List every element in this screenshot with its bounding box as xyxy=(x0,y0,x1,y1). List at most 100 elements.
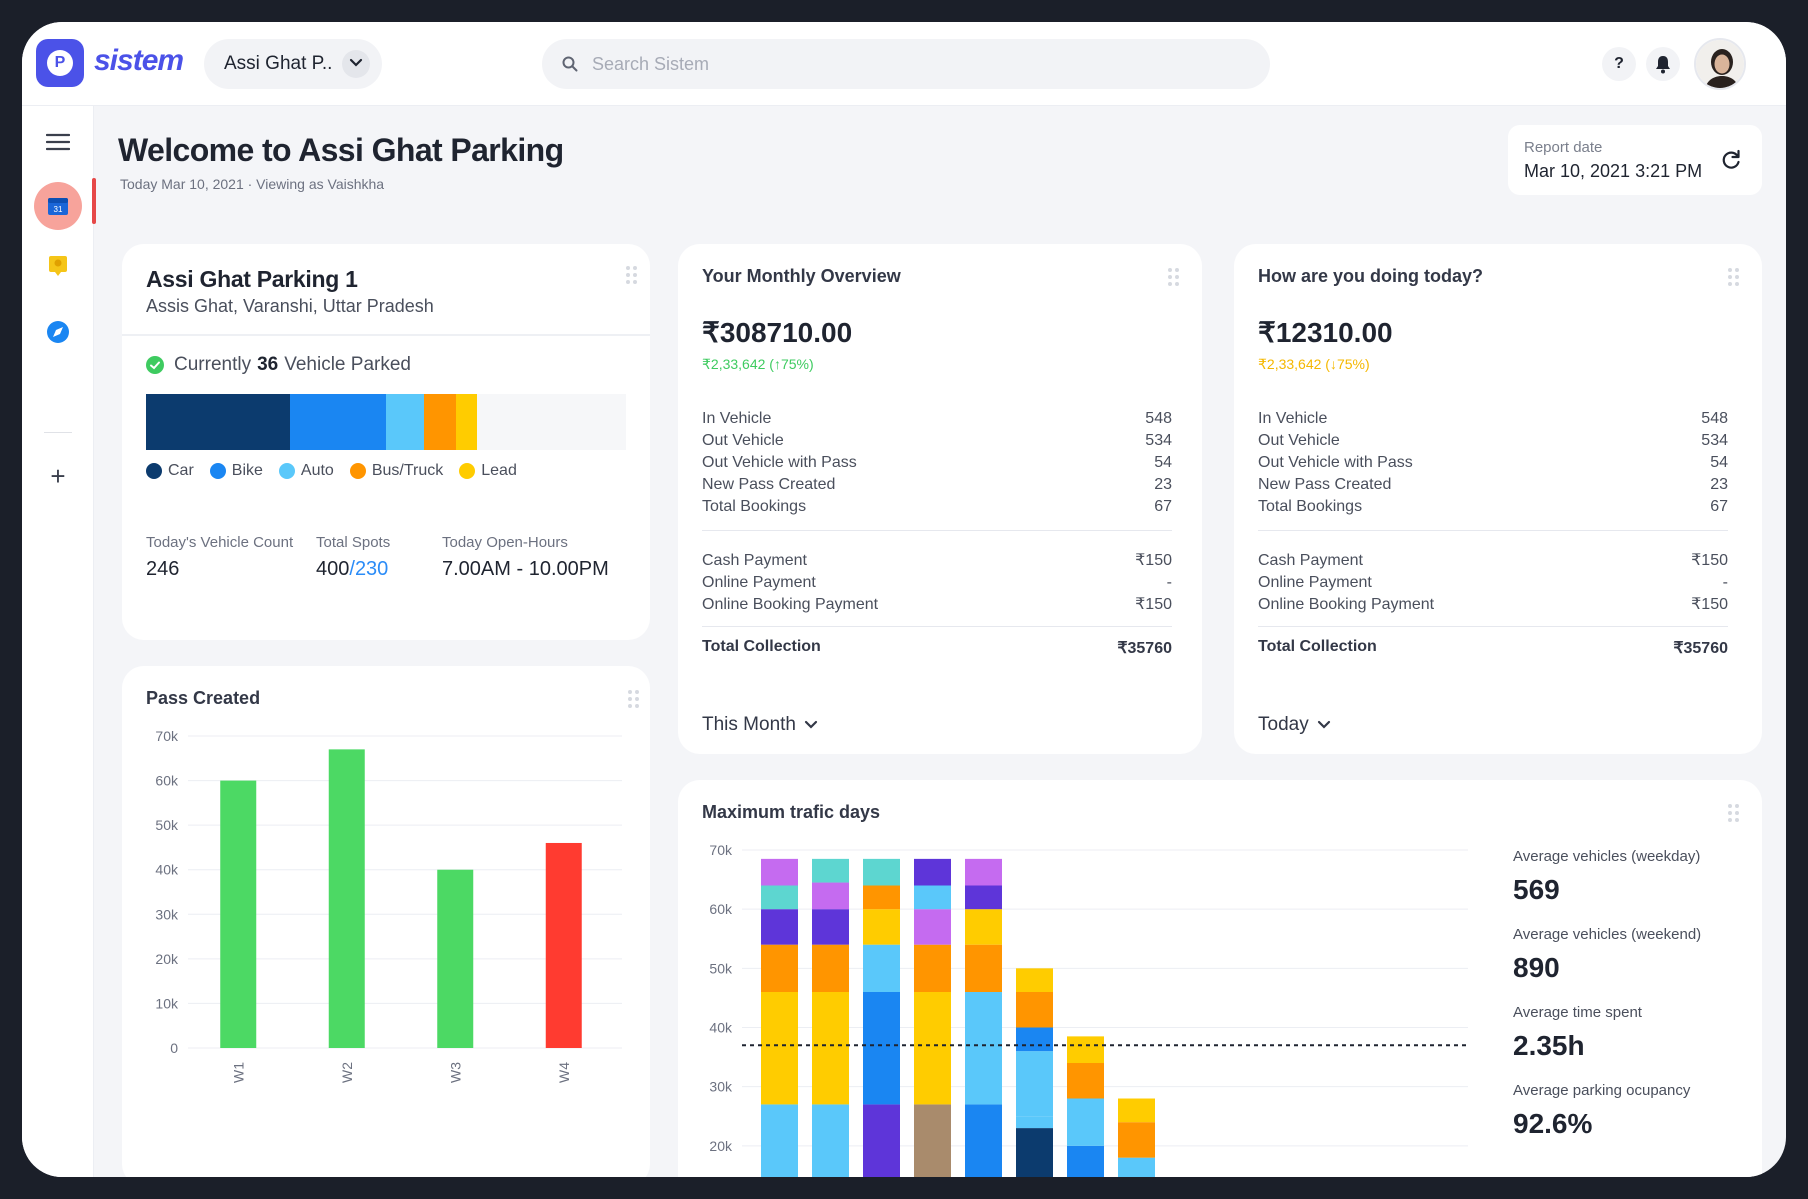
avg-weekday-value: 569 xyxy=(1513,874,1560,905)
stat-row-value: 67 xyxy=(1710,498,1728,515)
app-window: P sistem Assi Ghat P.. ? 31 xyxy=(22,22,1786,1177)
stat-row-value: 23 xyxy=(1710,476,1728,493)
stat-row-value: 54 xyxy=(1710,454,1728,471)
divider xyxy=(1258,626,1728,627)
search-icon xyxy=(562,56,578,72)
stat-row-value: ₹150 xyxy=(1691,552,1728,569)
drag-handle-icon[interactable] xyxy=(1168,268,1180,288)
app-logo-icon[interactable]: P xyxy=(36,39,84,87)
search-input[interactable] xyxy=(592,39,1232,89)
traffic-bar-segment xyxy=(914,858,951,886)
notifications-button[interactable] xyxy=(1646,47,1680,81)
vehicle-type-bar xyxy=(146,394,626,450)
traffic-bar-segment xyxy=(1118,1098,1155,1123)
traffic-bar-segment xyxy=(1016,1116,1053,1129)
stat-row-value: 534 xyxy=(1145,432,1172,449)
user-avatar[interactable] xyxy=(1694,38,1746,90)
drag-handle-icon[interactable] xyxy=(1728,804,1740,824)
stat-row-value: - xyxy=(1166,574,1172,591)
location-select[interactable]: Assi Ghat P.. xyxy=(204,39,382,89)
traffic-bar-segment xyxy=(965,992,1002,1105)
stat-row: Online Payment - xyxy=(702,572,1172,594)
sidebar-item-reports[interactable] xyxy=(34,308,82,356)
stat-row-value: ₹150 xyxy=(1135,596,1172,613)
traffic-bar-segment xyxy=(965,944,1002,992)
menu-toggle-button[interactable] xyxy=(34,118,82,166)
y-tick-label: 20k xyxy=(155,951,179,967)
traffic-bar-segment xyxy=(1016,968,1053,992)
legend-swatch xyxy=(349,463,366,479)
legend-item: Auto xyxy=(278,462,334,480)
pass-created-title: Pass Created xyxy=(146,688,261,708)
stat-row-label: Online Payment xyxy=(1258,574,1372,591)
y-tick-label: 50k xyxy=(155,817,179,833)
legend-item: Bus/Truck xyxy=(349,462,444,480)
status-count: 36 xyxy=(257,354,279,375)
legend-label: Bus/Truck xyxy=(371,462,444,479)
y-tick-label: 60k xyxy=(155,773,179,789)
stat-row-label: In Vehicle xyxy=(1258,410,1328,427)
legend-item: Car xyxy=(146,462,194,480)
traffic-bar-segment xyxy=(812,1104,849,1177)
sidebar-item-calendar[interactable]: 31 xyxy=(34,182,82,230)
drag-handle-icon[interactable] xyxy=(626,266,638,286)
sidebar-item-parking[interactable] xyxy=(34,242,82,290)
app-logo-wordmark: sistem xyxy=(94,44,184,77)
total-spots-separator: / xyxy=(349,558,355,580)
pass-created-card: Pass Created 0 10k 20k 30k 40k 50k 60k 70k W1 W2 W… xyxy=(122,666,650,1177)
parking-status: Currently 36 Vehicle Parked xyxy=(146,354,411,376)
divider xyxy=(1258,530,1728,531)
legend-label: Bike xyxy=(231,462,263,479)
y-tick-label: 0 xyxy=(170,1040,178,1056)
monthly-period-select[interactable]: This Month xyxy=(702,714,818,736)
drag-handle-icon[interactable] xyxy=(1728,268,1740,288)
vehicle-count-label: Today's Vehicle Count xyxy=(146,534,294,551)
traffic-bar-segment xyxy=(761,992,798,1105)
avg-occupancy-value: 92.6% xyxy=(1513,1108,1593,1139)
total-spots-count: 400 xyxy=(316,558,350,580)
drag-handle-icon[interactable] xyxy=(628,690,640,710)
legend-label: Auto xyxy=(300,462,334,479)
avg-time-value: 2.35h xyxy=(1513,1030,1585,1061)
y-tick-label: 40k xyxy=(709,1020,733,1036)
stat-row: Cash Payment ₹150 xyxy=(702,550,1172,572)
stat-row: Out Vehicle 534 xyxy=(702,430,1172,452)
add-button[interactable]: + xyxy=(34,452,82,500)
compass-icon xyxy=(47,321,69,343)
traffic-bar-segment xyxy=(863,992,900,1105)
top-bar: P sistem Assi Ghat P.. ? xyxy=(22,22,1786,106)
avg-weekend-label: Average vehicles (weekend) xyxy=(1513,926,1702,943)
traffic-bar-segment xyxy=(761,885,798,910)
traffic-bar-segment xyxy=(812,944,849,992)
refresh-icon[interactable] xyxy=(1718,147,1744,173)
stat-row: Total Bookings 67 xyxy=(702,496,1172,518)
stat-row-label: New Pass Created xyxy=(1258,476,1392,493)
chevron-down-icon xyxy=(342,50,370,78)
total-spots-label: Total Spots xyxy=(316,534,391,551)
status-suffix: Vehicle Parked xyxy=(284,354,411,375)
traffic-bar-segment xyxy=(965,885,1002,910)
y-tick-label: 70k xyxy=(709,842,733,858)
stat-row-value: 23 xyxy=(1154,476,1172,493)
vehicle-bar-segment-lead xyxy=(455,394,478,450)
help-button[interactable]: ? xyxy=(1602,47,1636,81)
avg-time-label: Average time spent xyxy=(1513,1004,1642,1021)
page-subtitle: Today Mar 10, 2021 · Viewing as Vaishkha xyxy=(120,176,385,192)
traffic-bar-segment xyxy=(1016,1128,1053,1177)
stat-row-value: ₹150 xyxy=(1691,596,1728,613)
stat-row-label: Online Booking Payment xyxy=(702,596,879,613)
stat-row-label: In Vehicle xyxy=(702,410,772,427)
y-tick-label: 70k xyxy=(155,728,179,744)
hamburger-icon xyxy=(46,133,70,151)
stat-row-value: 548 xyxy=(1145,410,1172,427)
calendar-icon: 31 xyxy=(48,198,68,215)
traffic-bar-segment xyxy=(863,944,900,992)
open-hours-label: Today Open-Hours xyxy=(442,534,568,551)
period-select-value: Today xyxy=(1258,714,1309,735)
stat-row-value: 54 xyxy=(1154,454,1172,471)
total-spots-value: 400/230 xyxy=(316,558,388,581)
legend-item: Lead xyxy=(459,462,517,480)
stat-row: Out Vehicle with Pass 54 xyxy=(702,452,1172,474)
today-period-select[interactable]: Today xyxy=(1258,714,1331,736)
y-tick-label: 30k xyxy=(155,906,179,922)
